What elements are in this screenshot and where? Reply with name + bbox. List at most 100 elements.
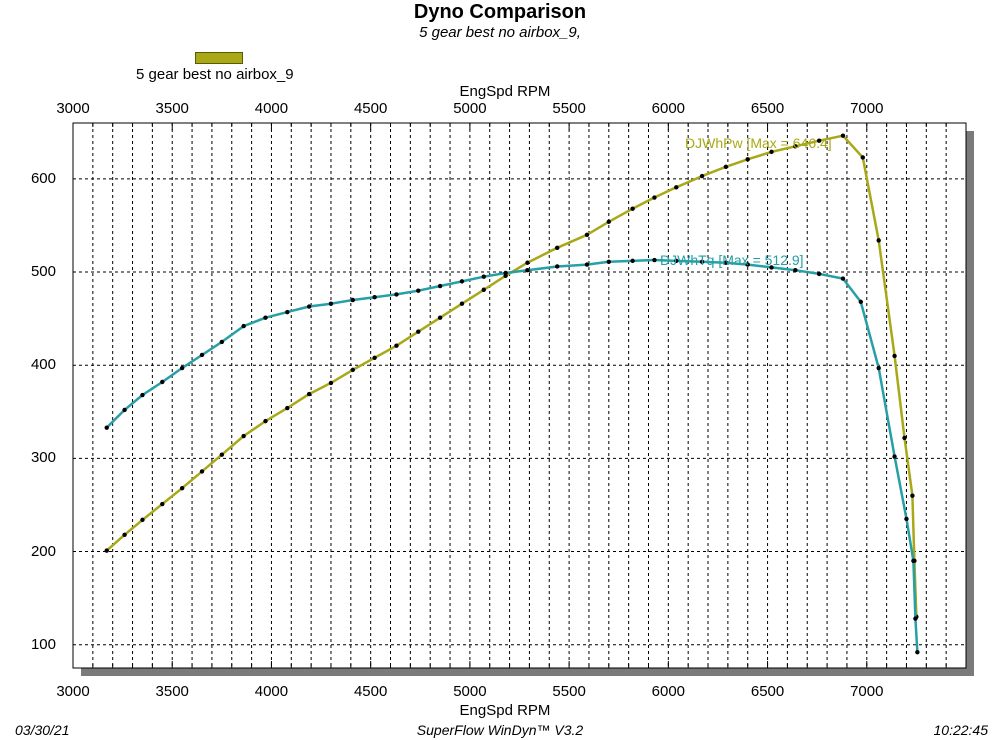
data-point-djwhpw	[723, 164, 729, 169]
data-point-djwhtq	[913, 616, 918, 621]
series-annotation-djwhpw: DJWhPw [Max = 646.4]	[685, 135, 832, 151]
data-point-djwhtq	[745, 262, 750, 267]
data-point-djwhpw	[394, 343, 399, 348]
data-point-djwhpw	[104, 548, 109, 553]
data-point-djwhpw	[122, 532, 127, 537]
data-point-djwhtq	[892, 454, 897, 459]
data-point-djwhtq	[241, 323, 246, 329]
data-point-djwhpw	[876, 238, 881, 243]
data-point-djwhtq	[816, 271, 822, 277]
x-tick-label-top: 4500	[353, 100, 388, 117]
data-point-djwhpw	[674, 185, 679, 190]
data-point-djwhpw	[459, 301, 465, 306]
data-point-djwhpw	[328, 380, 334, 386]
data-point-djwhpw	[306, 391, 312, 397]
data-point-djwhtq	[437, 283, 443, 289]
data-point-djwhpw	[555, 245, 560, 251]
x-tick-label-bottom: 5500	[552, 683, 586, 700]
x-tick-label-top: 6000	[651, 100, 686, 117]
x-tick-label-bottom: 3000	[56, 683, 90, 700]
data-point-djwhtq	[555, 264, 560, 269]
data-point-djwhtq	[674, 258, 679, 264]
data-point-djwhtq	[285, 309, 290, 315]
data-point-djwhtq	[876, 365, 881, 371]
footer-software: SuperFlow WinDyn™ V3.2	[416, 722, 584, 738]
data-point-djwhpw	[606, 219, 611, 224]
x-tick-label-top: 7000	[850, 100, 884, 117]
y-tick-label: 400	[30, 356, 56, 374]
y-tick-label: 500	[30, 263, 56, 281]
y-tick-label: 600	[30, 169, 56, 187]
data-point-djwhpw	[584, 232, 590, 237]
bottom-axis-title: EngSpd RPM	[459, 702, 551, 719]
data-point-djwhpw	[241, 433, 246, 439]
x-tick-label-bottom: 6000	[651, 683, 686, 700]
data-point-djwhtq	[459, 279, 465, 284]
data-point-djwhtq	[652, 257, 657, 263]
data-point-djwhtq	[584, 262, 590, 267]
footer-time: 10:22:45	[933, 722, 989, 738]
x-tick-label-top: 5000	[453, 100, 487, 117]
x-tick-label-bottom: 3500	[155, 683, 189, 700]
data-point-djwhpw	[630, 206, 635, 211]
data-point-djwhpw	[525, 260, 530, 265]
series-annotation-djwhtq: DJWhTq [Max = 512.9]	[660, 252, 804, 268]
x-tick-label-bottom: 7000	[850, 683, 884, 700]
data-point-djwhpw	[263, 418, 268, 424]
data-point-djwhtq	[503, 270, 508, 276]
data-point-djwhpw	[816, 138, 822, 143]
data-point-djwhtq	[394, 292, 399, 297]
data-point-djwhtq	[140, 392, 145, 398]
x-tick-label-bottom: 4500	[353, 683, 388, 700]
grid	[72, 123, 967, 668]
x-tick-label-bottom: 6500	[750, 683, 785, 700]
legend-swatch	[195, 52, 243, 64]
x-tick-label-top: 3000	[56, 100, 90, 117]
data-point-djwhpw	[140, 517, 145, 523]
data-point-djwhpw	[160, 501, 165, 507]
data-point-djwhtq	[911, 558, 916, 564]
data-point-djwhtq	[699, 259, 705, 265]
data-point-djwhtq	[263, 315, 268, 320]
data-point-djwhpw	[699, 173, 705, 179]
x-tick-label-top: 3500	[155, 100, 189, 117]
data-point-djwhpw	[179, 485, 185, 491]
chart-title: Dyno Comparison	[413, 1, 587, 23]
data-point-djwhtq	[416, 288, 421, 293]
data-point-djwhtq	[199, 352, 205, 358]
x-tick-label-bottom: 4000	[254, 683, 289, 700]
data-point-djwhpw	[840, 133, 846, 138]
data-point-djwhtq	[350, 297, 356, 303]
data-point-djwhtq	[306, 304, 312, 309]
y-tick-label: 100	[30, 635, 56, 653]
data-point-djwhtq	[904, 516, 909, 522]
data-point-djwhtq	[481, 274, 486, 279]
data-point-djwhpw	[769, 149, 774, 155]
data-point-djwhtq	[606, 259, 611, 265]
data-point-djwhtq	[179, 365, 185, 371]
data-point-djwhtq	[840, 276, 846, 281]
footer-date: 03/30/21	[15, 722, 70, 738]
data-point-djwhtq	[723, 260, 729, 265]
data-point-djwhtq	[122, 407, 127, 413]
data-point-djwhpw	[745, 157, 750, 162]
data-point-djwhpw	[892, 353, 897, 359]
series-layer: DJWhPw [Max = 646.4] DJWhTq [Max = 512.9]	[104, 133, 920, 655]
data-point-djwhtq	[915, 649, 920, 655]
data-point-djwhpw	[860, 155, 866, 160]
data-point-djwhpw	[481, 287, 486, 292]
data-point-djwhpw	[416, 329, 421, 334]
data-point-djwhtq	[160, 379, 165, 385]
legend-label: 5 gear best no airbox_9	[136, 66, 294, 83]
data-point-djwhtq	[328, 301, 334, 306]
x-tick-label-top: 4000	[254, 100, 289, 117]
x-tick-label-top: 5500	[552, 100, 586, 117]
data-point-djwhtq	[525, 267, 530, 273]
data-point-djwhpw	[910, 493, 915, 498]
data-point-djwhpw	[793, 144, 798, 149]
data-point-djwhpw	[285, 405, 290, 411]
x-tick-label-bottom: 5000	[453, 683, 487, 700]
data-point-djwhpw	[902, 435, 907, 441]
data-point-djwhtq	[630, 258, 635, 264]
